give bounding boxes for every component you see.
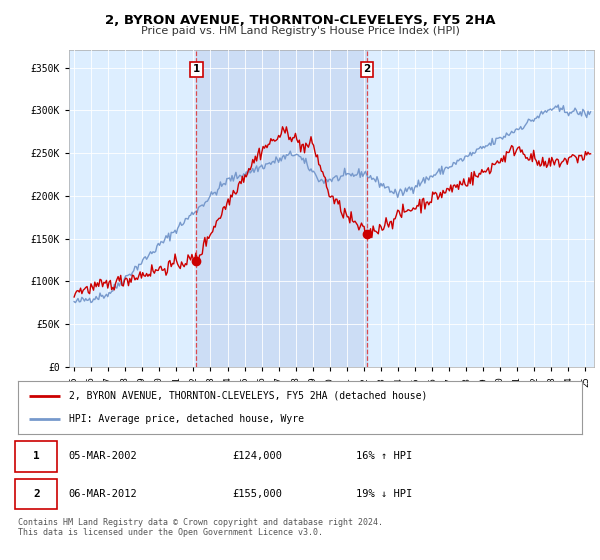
Text: 2: 2 [364, 64, 371, 74]
Text: £155,000: £155,000 [232, 489, 283, 500]
Text: 05-MAR-2002: 05-MAR-2002 [69, 451, 137, 461]
FancyBboxPatch shape [15, 479, 58, 510]
Text: 06-MAR-2012: 06-MAR-2012 [69, 489, 137, 500]
Text: Contains HM Land Registry data © Crown copyright and database right 2024.
This d: Contains HM Land Registry data © Crown c… [18, 518, 383, 538]
Text: 1: 1 [33, 451, 40, 461]
Text: 2, BYRON AVENUE, THORNTON-CLEVELEYS, FY5 2HA (detached house): 2, BYRON AVENUE, THORNTON-CLEVELEYS, FY5… [69, 391, 427, 401]
Text: Price paid vs. HM Land Registry's House Price Index (HPI): Price paid vs. HM Land Registry's House … [140, 26, 460, 36]
Text: 19% ↓ HPI: 19% ↓ HPI [356, 489, 413, 500]
Text: £124,000: £124,000 [232, 451, 283, 461]
Text: 1: 1 [193, 64, 200, 74]
FancyBboxPatch shape [15, 441, 58, 472]
Text: 16% ↑ HPI: 16% ↑ HPI [356, 451, 413, 461]
Text: 2: 2 [33, 489, 40, 500]
Bar [196, 50, 367, 367]
Text: HPI: Average price, detached house, Wyre: HPI: Average price, detached house, Wyre [69, 414, 304, 424]
Text: 2, BYRON AVENUE, THORNTON-CLEVELEYS, FY5 2HA: 2, BYRON AVENUE, THORNTON-CLEVELEYS, FY5… [105, 14, 495, 27]
